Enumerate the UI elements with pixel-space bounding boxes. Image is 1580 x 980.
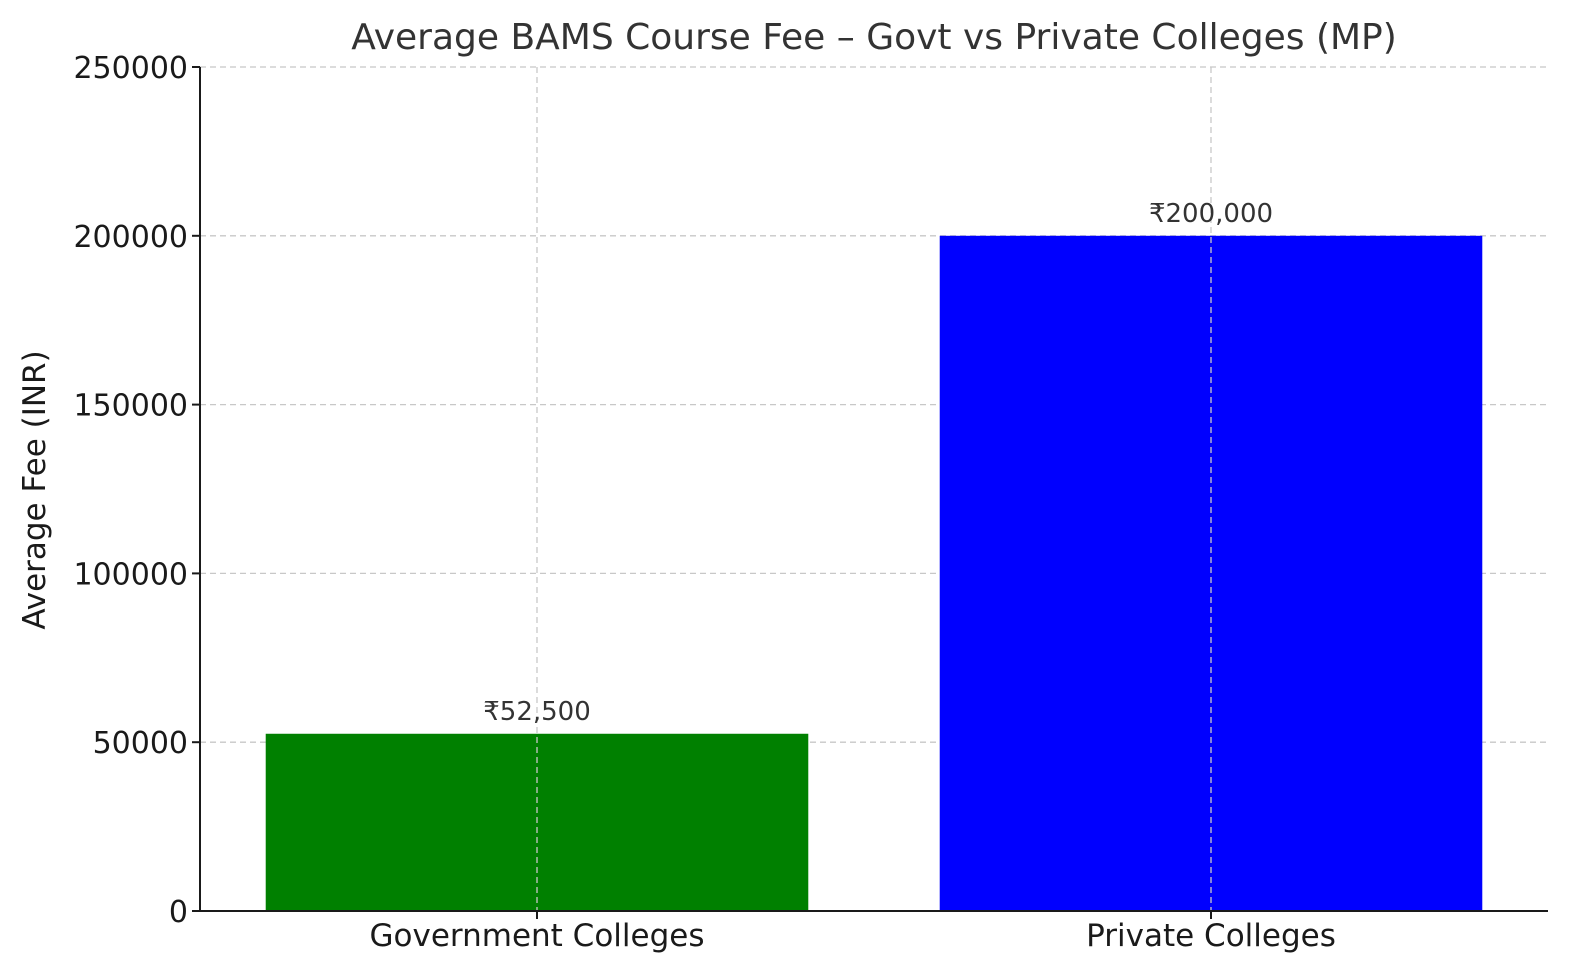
- axes: [192, 66, 1548, 919]
- y-tick-label: 150000: [73, 389, 188, 424]
- y-tick-labels: 0 50000 100000 150000 200000 250000: [73, 51, 188, 930]
- data-labels: ₹52,500 ₹200,000: [483, 199, 1273, 727]
- x-tick-label: Private Colleges: [1086, 918, 1336, 954]
- x-tick-labels: Government Colleges Private Colleges: [370, 918, 1336, 954]
- y-tick-label: 100000: [73, 557, 188, 592]
- chart-title: Average BAMS Course Fee – Govt vs Privat…: [351, 17, 1397, 58]
- y-tick-label: 200000: [73, 220, 188, 255]
- y-axis-label: Average Fee (INR): [17, 350, 53, 629]
- y-tick-label: 50000: [93, 726, 188, 761]
- x-tick-label: Government Colleges: [370, 918, 705, 954]
- y-tick-label: 250000: [73, 51, 188, 86]
- vertical-grid-lines: [536, 67, 1212, 911]
- data-label: ₹200,000: [1149, 199, 1273, 229]
- y-tick-label: 0: [169, 895, 188, 930]
- data-label: ₹52,500: [483, 697, 591, 727]
